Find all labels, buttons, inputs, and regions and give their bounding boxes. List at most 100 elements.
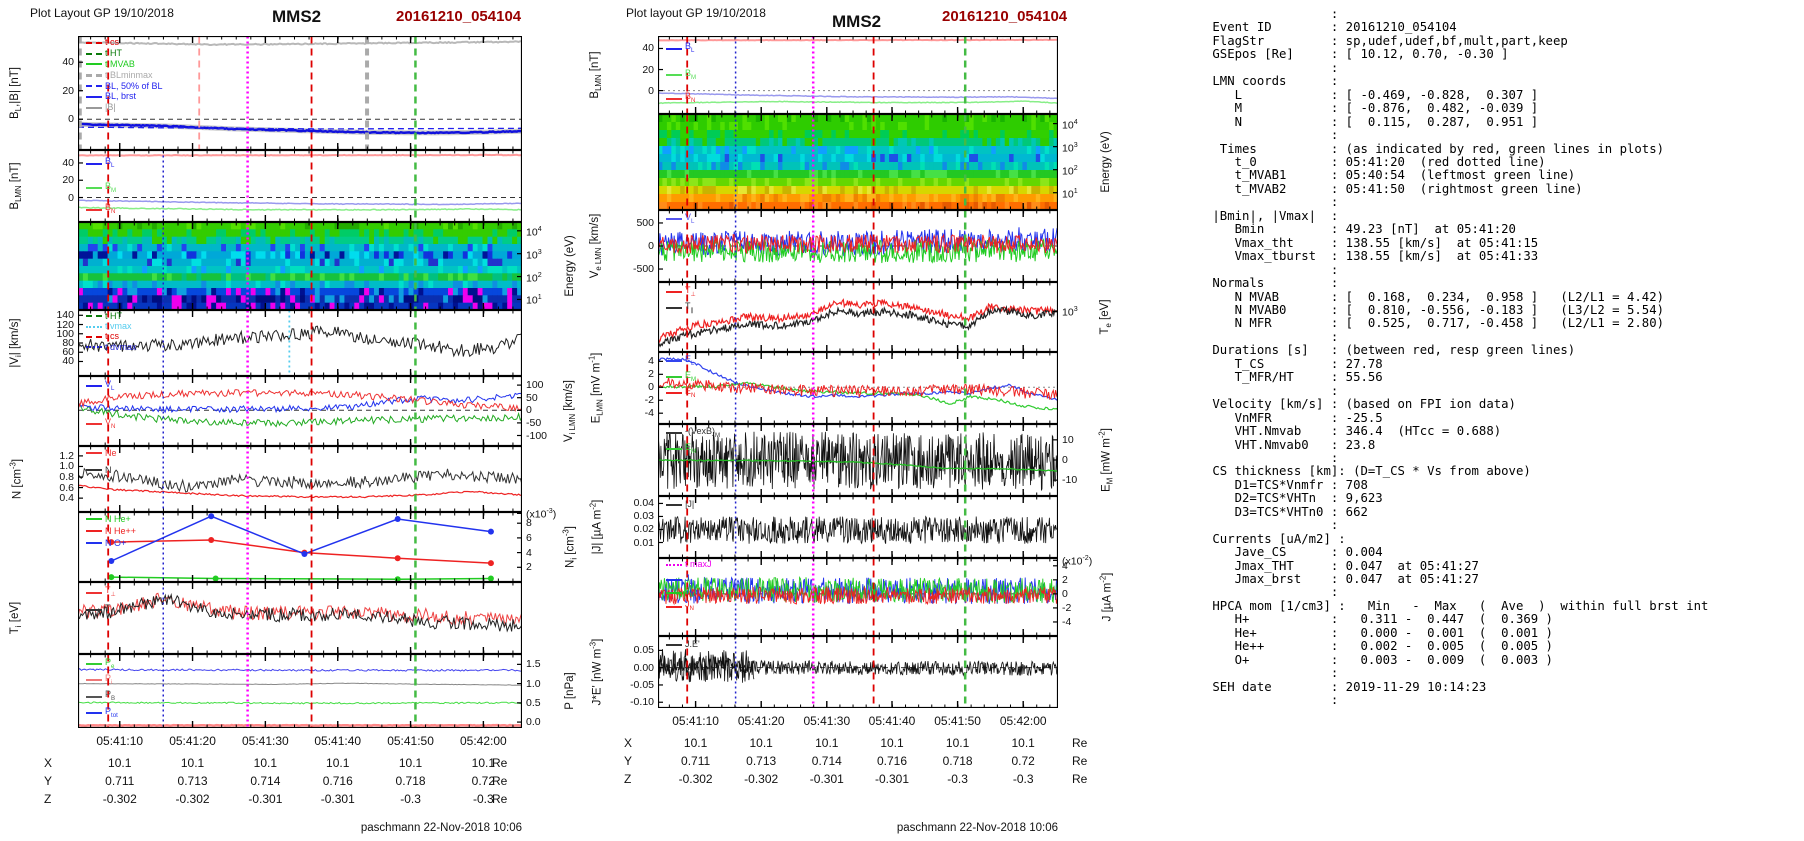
legend-label: Ptot — [105, 705, 118, 719]
left-ion-composition-ytick: 8 — [526, 517, 532, 530]
middle-j-lmn-legend-1: JL — [666, 573, 693, 587]
left-ion-spectrogram-rlabel: Energy (eV) — [564, 235, 576, 297]
middle-panel-electron-spectrogram — [658, 114, 1058, 210]
middle-em-poynting-ytick: 10 — [1062, 433, 1074, 446]
left-ion-composition-legend-1: N He++ — [86, 526, 136, 536]
legend-label: t cs — [105, 331, 120, 342]
legend-label: EM — [685, 369, 697, 383]
middle-te-legend-0: T⊥ — [666, 284, 696, 299]
left-bl-b-legend-2: t MVAB — [86, 59, 135, 69]
left-spacecraft-title: MMS2 — [272, 7, 322, 26]
legend-label: t vmax — [105, 321, 132, 332]
legend-line-sample — [86, 346, 102, 349]
left-vi-lmn-ytick: 0 — [526, 404, 532, 417]
middle-ephemeris-label-X: X — [624, 736, 633, 750]
legend-line-sample — [86, 187, 102, 190]
left-vi-mag-ytick: 60 — [62, 346, 74, 359]
middle-blmn-legend-2: BN — [666, 92, 695, 105]
middle-ephemeris-value: 0.714 — [811, 754, 842, 768]
legend-label: T∥ — [685, 300, 694, 314]
middle-e-lmn-ytick: 4 — [648, 355, 654, 368]
left-ion-composition-rlabel: Ni [cm-3] — [561, 526, 579, 568]
left-pressure-legend-2: PB — [86, 690, 115, 703]
middle-te-rlabel: Te [eV] — [1098, 299, 1114, 335]
legend-label: EM — [685, 441, 697, 455]
legend-label: BL, 50% of BL — [105, 80, 163, 91]
middle-j-mag-ytick: 0.03 — [633, 510, 654, 523]
legend-label: BN — [685, 91, 696, 104]
middle-time-tick-2: 05:41:30 — [803, 714, 851, 728]
legend-line-sample — [666, 592, 682, 595]
left-ephemeris-value: 10.1 — [398, 756, 423, 770]
left-blmn-legend-1: BM — [86, 181, 116, 195]
left-pressure-ytick: 1.5 — [526, 658, 541, 671]
legend-label: VL — [105, 378, 115, 392]
middle-ephemeris-value: -0.3 — [1012, 772, 1034, 786]
legend-line-sample — [666, 290, 682, 293]
middle-j-lmn-ytick: -4 — [1062, 615, 1072, 628]
legend-label: T⊥ — [685, 284, 696, 298]
left-ephemeris-value: 10.1 — [180, 756, 205, 770]
middle-ephemeris-unit: Re — [1072, 772, 1088, 786]
middle-ephemeris-value: -0.302 — [678, 772, 713, 786]
left-ephemeris-value: -0.3 — [400, 792, 421, 806]
middle-ephemeris-unit: Re — [1072, 736, 1088, 750]
legend-line-sample — [666, 391, 682, 394]
legend-line-sample — [86, 315, 102, 318]
middle-ve-lmn-ytick: 0 — [648, 240, 654, 252]
middle-ephemeris-value: 10.1 — [945, 736, 970, 750]
legend-label: Pe — [105, 656, 115, 670]
middle-jdote-legend-0: J.E' — [666, 640, 700, 649]
middle-em-poynting-ytick: 0 — [1062, 454, 1068, 466]
middle-electron-spectrogram-ytick: 104 — [1062, 117, 1078, 132]
middle-ve-lmn-ytick: -500 — [632, 263, 654, 276]
left-vi-lmn-ytick: 100 — [526, 379, 544, 392]
left-ephemeris-value: 10.1 — [326, 756, 350, 770]
legend-line-sample — [86, 106, 102, 109]
legend-label: EL — [685, 353, 695, 367]
middle-ephemeris-value: 0.713 — [746, 754, 777, 768]
legend-line-sample — [666, 360, 682, 363]
legend-line-sample — [86, 335, 102, 338]
left-ion-spectrogram-ytick: 103 — [526, 247, 542, 262]
middle-jdote-ylabel: J*E' [nW m-3] — [588, 638, 604, 706]
legend-label: T∥ — [105, 602, 114, 616]
middle-j-lmn-legend-2: JM — [666, 586, 695, 600]
middle-jdote-ytick: 0.00 — [633, 661, 654, 674]
middle-te-ytick: 103 — [1062, 305, 1078, 319]
left-ephemeris-value: 10.1 — [471, 756, 496, 770]
legend-line-sample — [86, 162, 102, 165]
middle-e-lmn-legend-1: EM — [666, 369, 697, 384]
left-vi-lmn-ytick: -50 — [526, 416, 542, 429]
legend-label: t dvmax — [105, 341, 137, 352]
middle-panel-j-lmn — [658, 558, 1058, 636]
left-bl-b-ytick: 40 — [62, 56, 74, 69]
middle-ephemeris-value: 0.72 — [1011, 754, 1035, 768]
legend-label: BM — [685, 67, 697, 81]
middle-j-lmn-ytick: 4 — [1062, 559, 1068, 572]
middle-electron-spectrogram-rlabel: Energy (eV) — [1100, 131, 1112, 193]
middle-ephemeris-value: -0.301 — [874, 772, 910, 786]
left-n-density-legend-0: Ne — [86, 448, 117, 458]
legend-label: J.E' — [685, 639, 700, 650]
middle-ephemeris-value: 10.1 — [749, 736, 773, 750]
legend-line-sample — [86, 452, 102, 455]
legend-line-sample — [86, 73, 102, 77]
left-pressure-legend-3: Ptot — [86, 705, 118, 720]
left-vi-mag-ytick: 100 — [56, 327, 74, 340]
legend-line-sample — [86, 530, 102, 533]
middle-ephemeris-value: 10.1 — [815, 736, 839, 750]
middle-j-mag-ytick: 0.02 — [633, 523, 654, 536]
middle-j-mag-legend-0: |J| — [666, 500, 694, 509]
middle-e-lmn-ytick: 0 — [648, 381, 654, 394]
left-bl-b-legend-6: |B| — [86, 103, 116, 112]
left-panel-vi-lmn — [78, 376, 522, 446]
middle-panel-j-mag — [658, 496, 1058, 558]
middle-ephemeris-value: 10.1 — [880, 736, 904, 750]
middle-em-poynting-rlabel: EM [mW m-2] — [1097, 428, 1115, 492]
left-panel-ion-spectrogram — [78, 222, 522, 310]
left-ephemeris-unit: Re — [492, 792, 508, 806]
legend-label: t HT — [105, 48, 122, 59]
legend-line-sample — [86, 591, 102, 594]
left-panel-n-density — [78, 446, 522, 512]
